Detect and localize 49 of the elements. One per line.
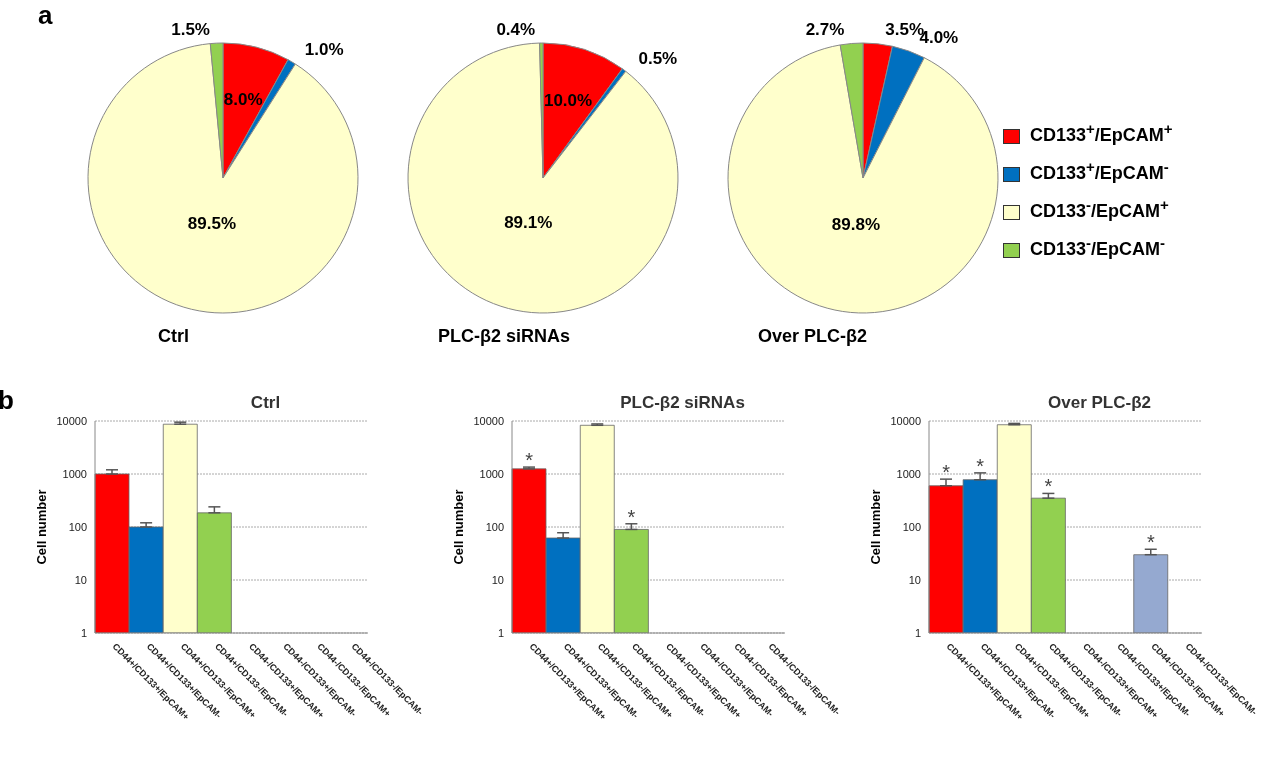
y-tick-label: 10 (908, 573, 921, 586)
y-axis-title: Cell number (450, 489, 466, 565)
y-tick-label: 1 (80, 626, 87, 639)
pie-slice (727, 44, 999, 314)
chart-title: Over PLC-β2 (1047, 393, 1152, 413)
annotation: * (627, 505, 636, 528)
y-tick-label: 10 (74, 573, 87, 586)
y-tick-label: 10000 (473, 414, 504, 427)
y-tick-label: 100 (485, 520, 504, 533)
legend-label: CD133$^{+}$/EpCAM$^{+}$ (1030, 120, 1173, 145)
data-label: 89.5% (187, 214, 237, 234)
text: b (0, 385, 14, 416)
y-tick-label: 10 (491, 573, 504, 586)
annotation: * (942, 461, 951, 484)
y-tick-label: 1000 (896, 467, 921, 480)
data-label: 2.7% (805, 20, 845, 40)
text: a (38, 0, 53, 31)
data-label: 0.4% (496, 19, 536, 39)
y-tick-label: 100 (68, 520, 87, 533)
y-axis-title: Cell number (33, 489, 49, 565)
text: Over PLC-β2 (758, 326, 868, 346)
text: PLC-β2 siRNAs (438, 326, 571, 346)
data-label: 1.0% (304, 40, 344, 60)
data-label: 89.1% (504, 213, 553, 233)
annotation: * (1044, 475, 1053, 498)
text: Ctrl (158, 326, 189, 346)
data-label: 89.8% (831, 215, 880, 235)
y-tick-label: 1 (914, 626, 921, 639)
y-tick-label: 1000 (479, 467, 504, 480)
pie-slice (87, 43, 359, 314)
annotation: * (976, 454, 985, 477)
y-tick-label: 100 (902, 520, 921, 533)
chart-title: PLC-β2 siRNAs (619, 393, 746, 413)
data-label: 1.5% (171, 19, 210, 39)
legend-label: CD133$^{-}$/EpCAM$^{-}$ (1030, 234, 1166, 259)
data-label: 10.0% (543, 91, 593, 111)
annotation: * (1146, 531, 1155, 554)
chart-title: Ctrl (249, 393, 282, 413)
data-label: 0.5% (638, 49, 678, 69)
data-label: 8.0% (223, 90, 263, 110)
pie-slice (407, 42, 679, 314)
y-tick-label: 10000 (56, 414, 87, 427)
legend-label: CD133$^{+}$/EpCAM$^{-}$ (1030, 158, 1169, 183)
annotation: * (525, 449, 534, 472)
y-tick-label: 10000 (890, 414, 921, 427)
y-tick-label: 1 (497, 626, 504, 639)
y-tick-label: 1000 (62, 467, 87, 480)
y-axis-title: Cell number (867, 489, 883, 565)
legend-label: CD133$^{-}$/EpCAM$^{+}$ (1030, 196, 1169, 221)
